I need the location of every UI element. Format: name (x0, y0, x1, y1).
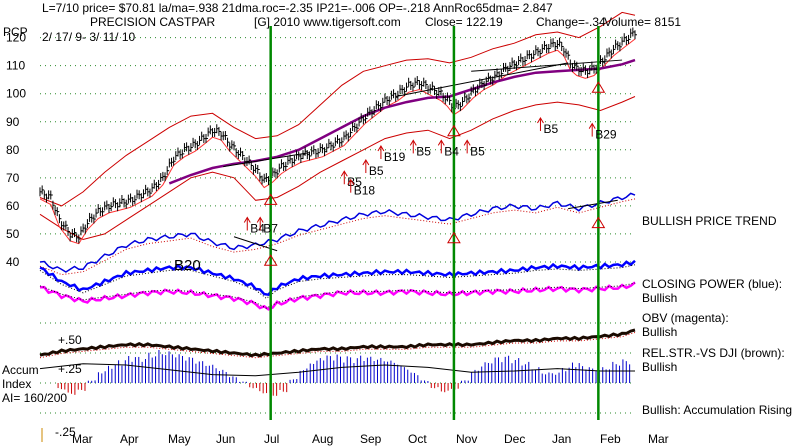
month-label-jul-4: Jul (264, 432, 279, 446)
legend-obv-status: Bullish (642, 325, 677, 339)
price-tick-60: 60 (6, 199, 20, 213)
signal-b20: B20 (174, 257, 201, 274)
rel-strength-ma-line (39, 332, 636, 359)
month-label-sep-6: Sep (360, 432, 382, 446)
signal-arrowhead-9 (243, 216, 251, 223)
accum-plus50: +.50 (58, 333, 82, 347)
signal-arrowhead-0 (537, 116, 544, 124)
signal-arrowhead-4 (437, 139, 445, 146)
signal-arrowhead-5 (463, 139, 471, 146)
vline-3-triangle-0 (591, 81, 606, 93)
header-stats: L=7/10 price= $70.81 la/ma=.938 21dma.ro… (42, 1, 553, 15)
signal-b5-6: B5 (369, 164, 384, 178)
signal-arrowhead-3 (409, 139, 417, 146)
signal-b19-2: B19 (384, 150, 406, 164)
accum-plus25: +.25 (58, 362, 82, 376)
month-label-apr-1: Apr (120, 432, 139, 446)
price-trend-line (39, 192, 636, 273)
rel-strength-line (39, 328, 636, 358)
legend-rel-strength-status: Bullish (642, 360, 677, 374)
price-trend-ma-line (39, 198, 636, 276)
legend-closing-power: CLOSING POWER (blue): (642, 277, 782, 291)
lower-band-line (39, 96, 636, 241)
price-tick-50: 50 (6, 227, 20, 241)
signal-arrowhead-1 (588, 122, 596, 129)
vline-3-triangle-1 (591, 216, 606, 229)
price-tick-120: 120 (6, 31, 26, 45)
price-tick-70: 70 (6, 171, 20, 185)
signal-b4-4: B4 (444, 144, 459, 158)
month-label-jan-10: Jan (552, 432, 571, 446)
accum-minus25: -.25 (55, 425, 76, 439)
closing-power-line (39, 259, 636, 297)
month-label-nov-8: Nov (456, 432, 477, 446)
month-label-mar-0: Mar (72, 432, 93, 446)
chart-title: PRECISION CASTPAR (90, 15, 215, 29)
closing-power-ma-line (39, 264, 636, 300)
month-label-may-2: May (168, 432, 191, 446)
copyright: [G] 2010 www.tigersoft.com (254, 15, 401, 29)
legend-obv: OBV (magenta): (642, 311, 729, 325)
vline-2-triangle-1 (447, 231, 461, 244)
accum-ma-line (39, 363, 635, 377)
vline-1-triangle-0 (263, 193, 278, 205)
signal-b5-5: B5 (470, 144, 485, 158)
price-tick-80: 80 (6, 143, 20, 157)
volume: Volume= 8151 (604, 15, 681, 29)
short-ma-line (39, 38, 636, 245)
signal-arrowhead-10 (256, 216, 264, 223)
trendline-2 (395, 62, 569, 98)
ai-value: AI= 160/200 (2, 391, 67, 405)
price-tick-110: 110 (6, 59, 25, 73)
legend-closing-power-status: Bullish (642, 291, 677, 305)
ticker-label: PCP (3, 25, 28, 39)
vline-1-triangle-1 (263, 254, 278, 266)
signal-arrowhead-2 (377, 145, 385, 152)
signal-b5-3: B5 (416, 144, 431, 158)
signal-b29-1: B29 (595, 128, 617, 142)
vline-2-triangle-0 (447, 124, 461, 137)
month-label-feb-11: Feb (600, 432, 621, 446)
index-label: Index (2, 377, 31, 391)
accum-label: Accum (2, 363, 39, 377)
obv-line (39, 281, 636, 311)
legend-price-trend: BULLISH PRICE TREND (642, 214, 777, 228)
signal-arrowhead-8 (347, 178, 355, 185)
price-tick-40: 40 (6, 255, 20, 269)
month-label-aug-5: Aug (312, 432, 333, 446)
signal-arrowhead-7 (340, 170, 348, 177)
signal-b4-9: B4 (250, 222, 265, 236)
month-label-dec-9: Dec (504, 432, 525, 446)
legend-rel-strength: REL.STR.-VS DJI (brown): (642, 346, 785, 360)
signal-b5-0: B5 (543, 122, 558, 136)
signal-arrowhead-6 (362, 159, 370, 166)
price-change: Change=-.34 (536, 15, 606, 29)
obv-ma-line (39, 282, 636, 309)
close-price: Close= 122.19 (425, 15, 503, 29)
upper-band-line (39, 11, 636, 207)
price-tick-90: 90 (6, 115, 20, 129)
signal-b18-8: B18 (354, 184, 376, 198)
trendline-3 (471, 59, 623, 72)
date-range: 2/ 17/ 9- 3/ 11/ 10 (42, 30, 136, 44)
price-tick-100: 100 (6, 87, 26, 101)
trendline-1 (223, 152, 310, 168)
month-label-oct-7: Oct (408, 432, 427, 446)
trend-support-2 (568, 199, 618, 210)
signal-b7-10: B7 (263, 222, 278, 236)
month-label-jun-3: Jun (216, 432, 235, 446)
legend-accumulation: Bullish: Accumulation Rising (642, 403, 792, 417)
month-label-mar-12: Mar (648, 432, 669, 446)
